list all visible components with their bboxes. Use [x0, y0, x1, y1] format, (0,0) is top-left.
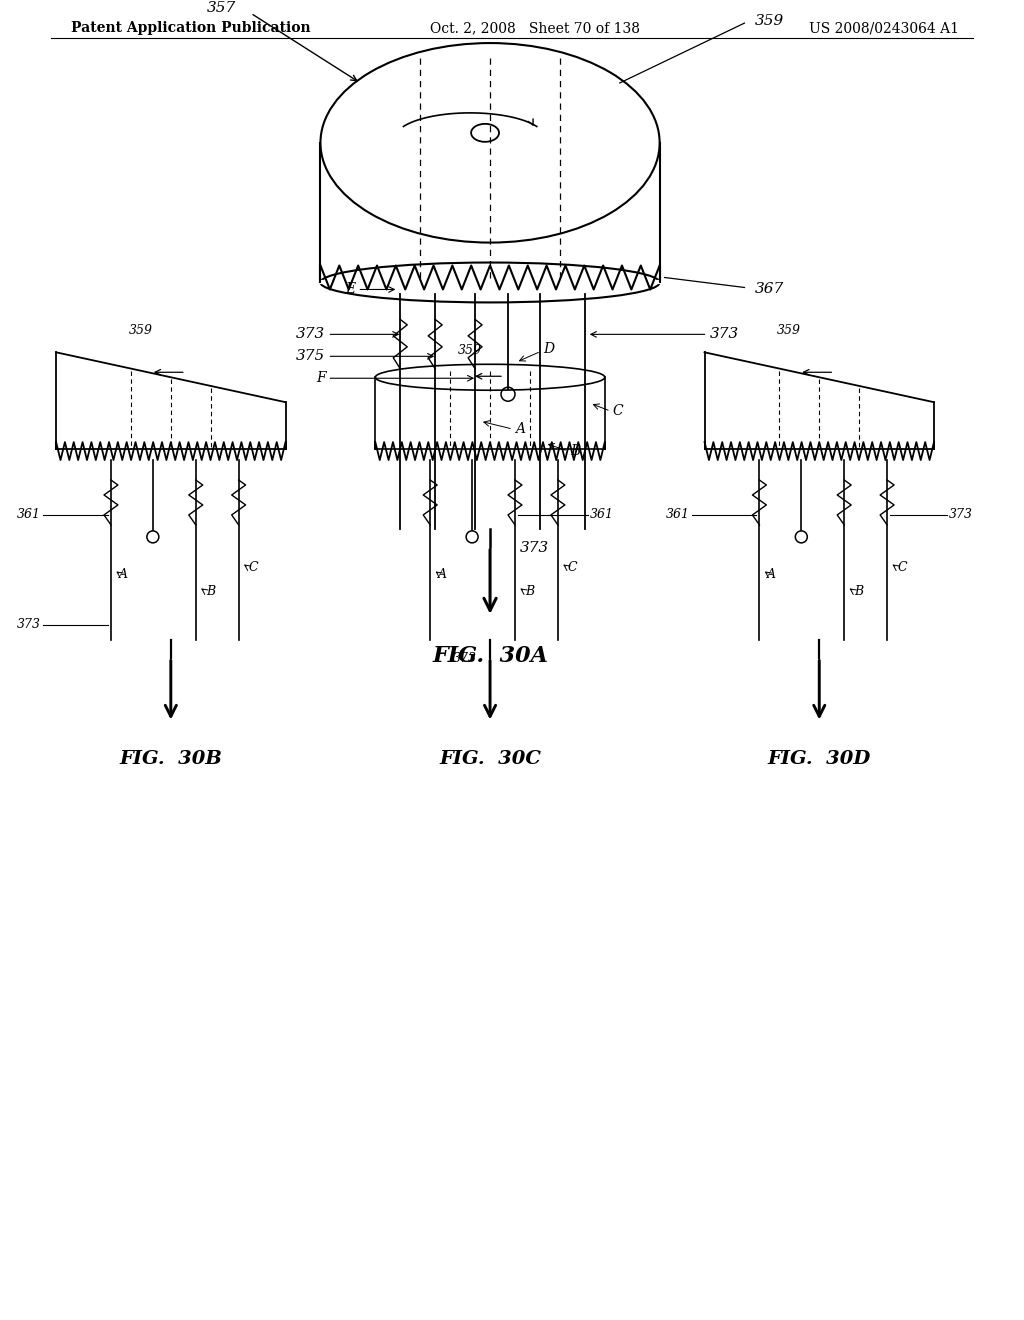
Text: 367: 367: [755, 282, 783, 297]
Text: 359: 359: [129, 325, 153, 338]
Text: A: A: [438, 569, 447, 581]
Text: 373: 373: [949, 508, 973, 521]
Text: C: C: [897, 561, 906, 574]
Text: C: C: [249, 561, 258, 574]
Text: Oct. 2, 2008   Sheet 70 of 138: Oct. 2, 2008 Sheet 70 of 138: [430, 21, 640, 36]
Text: FIG.  30C: FIG. 30C: [439, 750, 541, 768]
Text: 361: 361: [666, 508, 689, 521]
Text: 359: 359: [755, 15, 783, 28]
Text: 375: 375: [296, 350, 326, 363]
Text: 373: 373: [520, 541, 549, 554]
Text: C: C: [612, 404, 624, 418]
Text: 373: 373: [296, 327, 326, 342]
Text: 373: 373: [453, 652, 477, 664]
Text: 361: 361: [590, 508, 613, 521]
Text: 373: 373: [710, 327, 738, 342]
Text: E: E: [345, 282, 355, 297]
Text: FIG.  30B: FIG. 30B: [120, 750, 222, 768]
Text: B: B: [570, 444, 581, 458]
Text: FIG.  30D: FIG. 30D: [768, 750, 870, 768]
Text: B: B: [206, 585, 215, 598]
Text: F: F: [315, 371, 326, 385]
Text: A: A: [119, 569, 128, 581]
Text: B: B: [854, 585, 863, 598]
Text: D: D: [543, 342, 554, 356]
Text: A: A: [515, 422, 525, 436]
Text: 357: 357: [207, 1, 236, 15]
Text: FIG.  30A: FIG. 30A: [432, 644, 548, 667]
Text: 359: 359: [777, 325, 802, 338]
Text: B: B: [525, 585, 535, 598]
Text: 373: 373: [17, 618, 41, 631]
Text: 359: 359: [458, 345, 482, 358]
Text: C: C: [568, 561, 578, 574]
Text: 361: 361: [17, 508, 41, 521]
Text: US 2008/0243064 A1: US 2008/0243064 A1: [809, 21, 958, 36]
Text: Patent Application Publication: Patent Application Publication: [71, 21, 310, 36]
Text: A: A: [767, 569, 776, 581]
